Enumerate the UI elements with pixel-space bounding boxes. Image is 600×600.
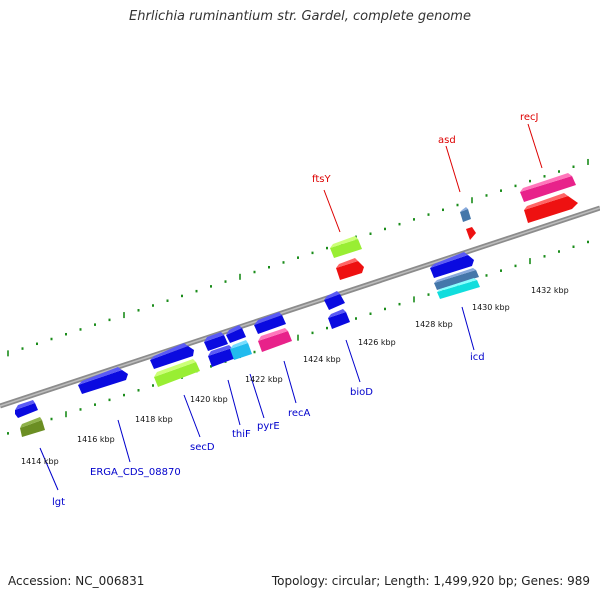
forward-strand-ticks: [7, 158, 589, 357]
gene-recj-red: [524, 193, 578, 223]
gene-labels: lgt ERGA_CDS_08870 secD thiF pyrE recA bioD icd…: [52, 112, 539, 508]
gene-icd-steel: [434, 268, 479, 290]
gene-secd-blue: [150, 343, 194, 369]
gene-thif-top: [204, 332, 228, 351]
genome-backbone: [0, 205, 600, 409]
gene-asd-steel: [460, 207, 471, 222]
scale-label: 1422 kbp: [245, 375, 283, 384]
scale-label: 1418 kbp: [135, 415, 173, 424]
gene-label-recj: recJ: [520, 112, 539, 123]
gene-label-reca: recA: [288, 408, 311, 419]
scale-label: 1416 kbp: [77, 435, 115, 444]
gene-recj-pink: [520, 173, 576, 202]
gene-ftsy-red: [336, 258, 364, 280]
scale-label: 1428 kbp: [415, 320, 453, 329]
gene-label-lgt: lgt: [52, 497, 65, 508]
scale-label: 1420 kbp: [190, 395, 228, 404]
gene-pyre-cyan: [230, 340, 252, 360]
gene-thif-bottom: [208, 345, 236, 367]
gene-label-asd: asd: [438, 135, 456, 146]
scale-label: 1430 kbp: [472, 303, 510, 312]
scale-label: 1432 kbp: [531, 286, 569, 295]
gene-biod-bottom: [328, 309, 350, 329]
scale-label: 1424 kbp: [303, 355, 341, 364]
gene-icd-cyan: [437, 278, 480, 299]
gene-lgt-olive: [20, 417, 45, 437]
gene-reca-blue: [254, 312, 286, 334]
gene-pyre-top: [226, 325, 246, 343]
reverse-strand-ticks: [7, 240, 589, 435]
gene-label-icd: icd: [470, 352, 485, 363]
summary-text: Topology: circular; Length: 1,499,920 bp…: [271, 574, 590, 588]
gene-erga-cds-08870: [78, 367, 128, 394]
gene-label-secd: secD: [190, 442, 215, 453]
gene-features: [15, 173, 578, 437]
scale-label: 1426 kbp: [358, 338, 396, 347]
gene-label-erga-cds-08870: ERGA_CDS_08870: [90, 467, 181, 478]
gene-label-pyre: pyrE: [257, 421, 280, 432]
accession-text: Accession: NC_006831: [8, 574, 145, 588]
gene-label-biod: bioD: [350, 387, 373, 398]
gene-asd-red: [466, 227, 476, 240]
scale-label: 1414 kbp: [21, 457, 59, 466]
gene-lgt-blue: [15, 400, 38, 418]
map-title: Ehrlichia ruminantium str. Gardel, compl…: [129, 9, 471, 24]
gene-label-thif: thiF: [232, 429, 251, 440]
gene-label-ftsy: ftsY: [312, 174, 331, 185]
scale-labels: 1414 kbp 1416 kbp 1418 kbp 1420 kbp 1422 kbp…: [21, 286, 569, 466]
gene-ftsy-green: [330, 236, 362, 258]
gene-secd-green: [154, 359, 200, 387]
gene-icd-blue: [430, 252, 474, 278]
gene-biod-top: [324, 291, 345, 310]
label-leader-lines: [39, 123, 543, 491]
gene-reca-pink: [258, 328, 292, 352]
